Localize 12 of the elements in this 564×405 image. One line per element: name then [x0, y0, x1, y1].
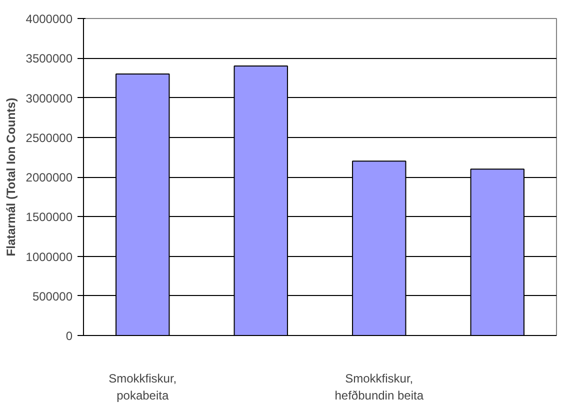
- y-tick-label: 500000: [32, 289, 73, 304]
- y-tick-label: 3000000: [26, 91, 73, 106]
- y-tick-label: 4000000: [26, 12, 73, 26]
- y-axis-title: Flatarmál (Total Ion Counts): [4, 98, 18, 256]
- x-tick-label: Smokkfiskur, hefðbundin beita: [334, 372, 424, 402]
- y-tick-label: 3500000: [26, 52, 73, 66]
- y-tick-label: 2500000: [26, 130, 73, 145]
- x-tick-label: Smokkfiskur, pokabeita: [108, 372, 177, 402]
- y-tick-label: 0: [66, 329, 73, 343]
- y-tick-label: 1500000: [26, 210, 73, 224]
- y-tick-label: 1000000: [26, 250, 73, 264]
- y-tick-label: 2000000: [26, 170, 73, 184]
